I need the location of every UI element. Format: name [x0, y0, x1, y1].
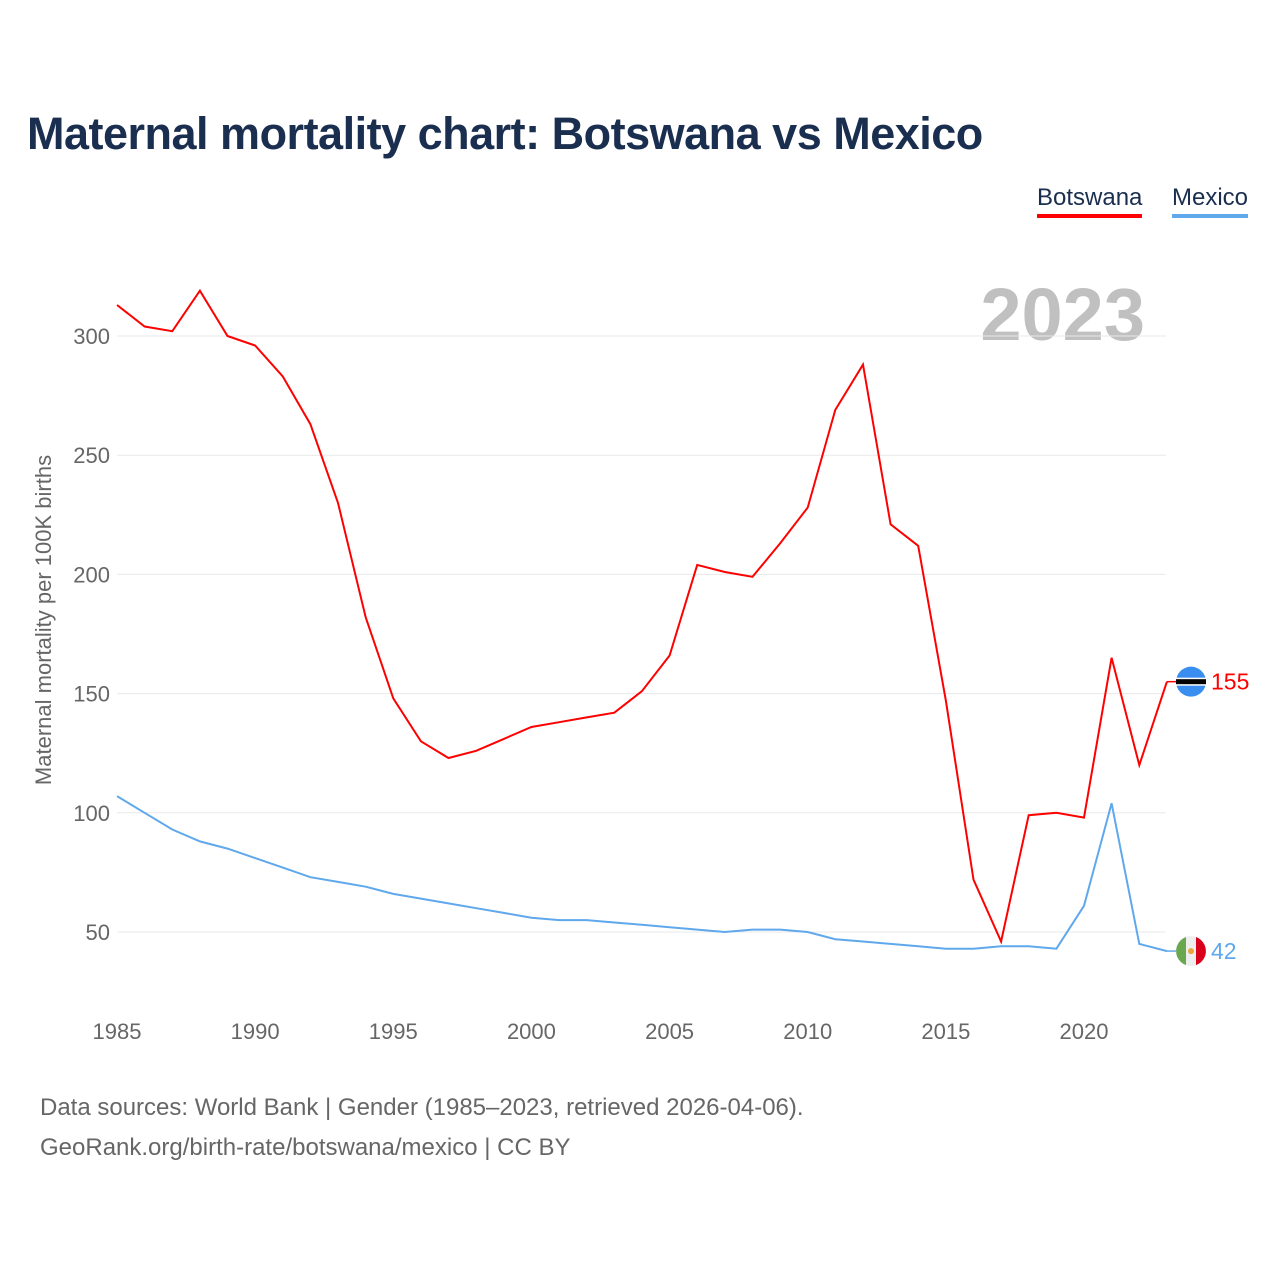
y-tick-label: 250: [73, 443, 110, 468]
flag-red: [1196, 936, 1206, 966]
x-tick-label: 2015: [921, 1019, 970, 1044]
y-axis-label: Maternal mortality per 100K births: [31, 455, 56, 785]
chart-title: Maternal mortality chart: Botswana vs Me…: [27, 108, 983, 159]
end-value-label: 42: [1211, 938, 1237, 964]
x-tick-label: 2010: [783, 1019, 832, 1044]
series-line-botswana: [116, 288, 1168, 945]
source-link[interactable]: GeoRank.org/birth-rate/botswana/mexico |…: [40, 1134, 571, 1161]
flag-emblem: [1188, 948, 1194, 955]
x-tick-label: 2005: [645, 1019, 694, 1044]
flag-green: [1176, 936, 1186, 966]
x-tick-label: 2000: [507, 1019, 556, 1044]
year-watermark: 2023: [980, 273, 1145, 356]
y-tick-label: 200: [73, 562, 110, 587]
footer: Data sources: World Bank | Gender (1985–…: [40, 1088, 804, 1168]
y-tick-label: 100: [73, 801, 110, 826]
x-tick-label: 1985: [93, 1019, 142, 1044]
x-tick-label: 2020: [1060, 1019, 1109, 1044]
x-tick-label: 1995: [369, 1019, 418, 1044]
legend-botswana[interactable]: Botswana: [1037, 184, 1143, 218]
data-source: Data sources: World Bank | Gender (1985–…: [40, 1094, 804, 1121]
series-line-mexico: [116, 795, 1168, 953]
flag-stripe: [1176, 679, 1206, 685]
y-tick-label: 150: [73, 682, 110, 707]
y-tick-label: 300: [73, 324, 110, 349]
end-value-label: 155: [1211, 669, 1249, 695]
legend-mexico[interactable]: Mexico: [1172, 184, 1249, 218]
y-tick-label: 50: [86, 920, 110, 945]
x-tick-label: 1990: [231, 1019, 280, 1044]
